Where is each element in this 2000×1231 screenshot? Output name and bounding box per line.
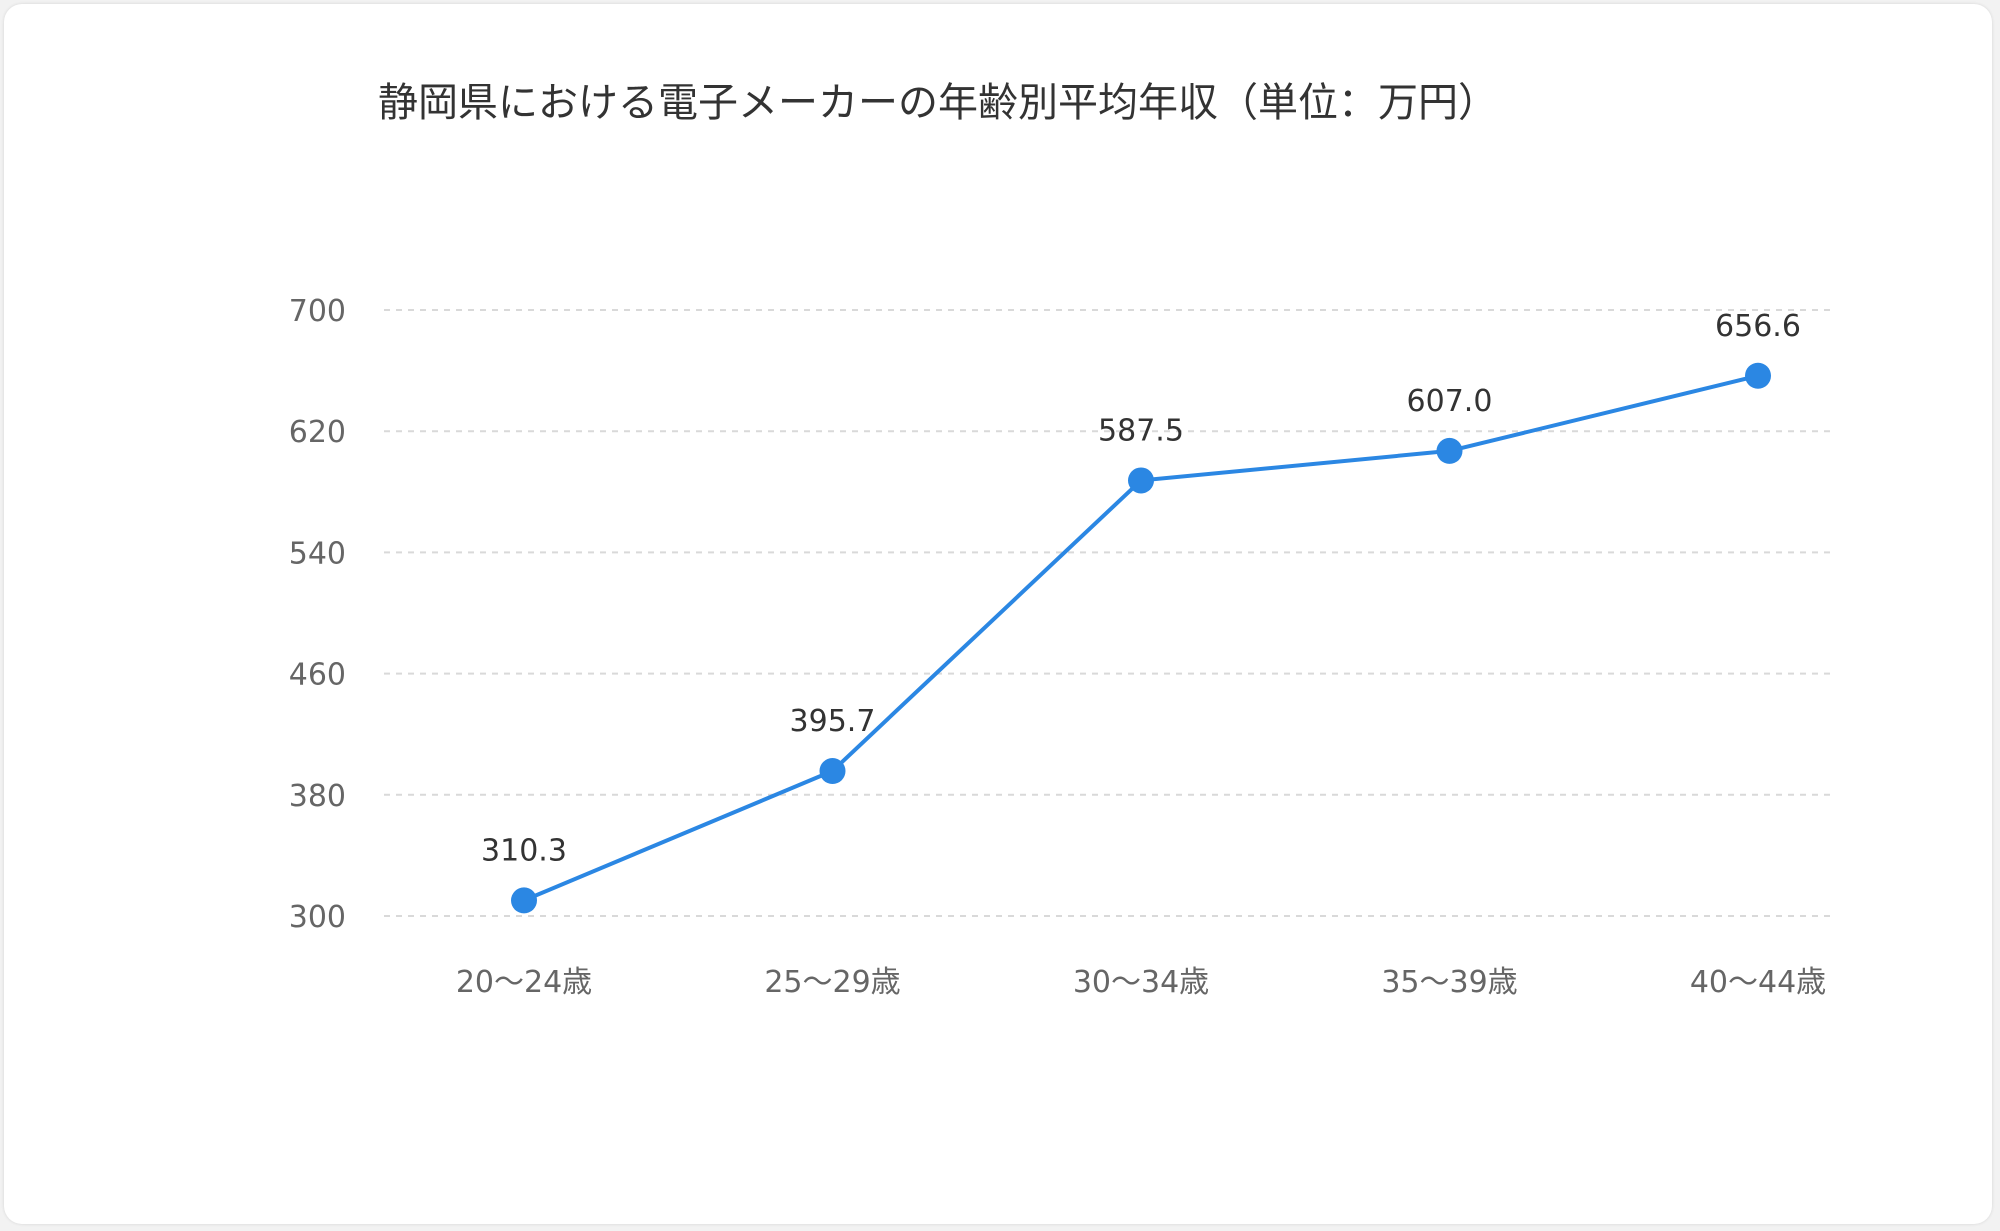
line-chart: 静岡県における電子メーカーの年齢別平均年収（単位：万円） 700 620 540 46…	[289, 80, 1834, 1000]
x-tick-label: 35〜39歳	[1381, 965, 1517, 1000]
data-point[interactable]	[1745, 362, 1771, 389]
y-tick-label: 380	[289, 779, 346, 814]
data-labels: 310.3 395.7 587.5 607.0 656.6	[481, 309, 1801, 869]
grid-lines	[384, 309, 1834, 917]
x-tick-label: 25〜29歳	[764, 965, 900, 1000]
data-label: 656.6	[1715, 309, 1801, 344]
x-tick-label: 20〜24歳	[456, 965, 592, 1000]
data-label: 587.5	[1098, 413, 1184, 448]
y-tick-label: 460	[289, 658, 346, 693]
x-tick-label: 30〜34歳	[1073, 965, 1209, 1000]
data-point[interactable]	[819, 758, 846, 785]
x-tick-label: 40〜44歳	[1690, 965, 1826, 1000]
data-label: 607.0	[1407, 384, 1493, 419]
chart-title: 静岡県における電子メーカーの年齢別平均年収（単位：万円）	[378, 80, 1498, 126]
y-tick-label: 620	[289, 415, 346, 450]
data-point[interactable]	[511, 887, 537, 914]
chart-card: 静岡県における電子メーカーの年齢別平均年収（単位：万円） 700 620 540 46…	[4, 4, 1992, 1224]
data-point[interactable]	[1128, 467, 1154, 494]
data-label: 310.3	[481, 833, 567, 868]
series-line-group	[511, 362, 1771, 914]
y-tick-label: 540	[289, 536, 346, 571]
data-label: 395.7	[790, 704, 876, 739]
y-tick-label: 300	[289, 900, 346, 935]
x-axis-ticks: 20〜24歳 25〜29歳 30〜34歳 35〜39歳 40〜44歳	[456, 965, 1826, 1000]
series-line	[523, 373, 1759, 903]
y-axis-ticks: 700 620 540 460 380 300	[289, 294, 346, 935]
data-point[interactable]	[1436, 437, 1463, 464]
y-tick-label: 700	[289, 294, 346, 329]
